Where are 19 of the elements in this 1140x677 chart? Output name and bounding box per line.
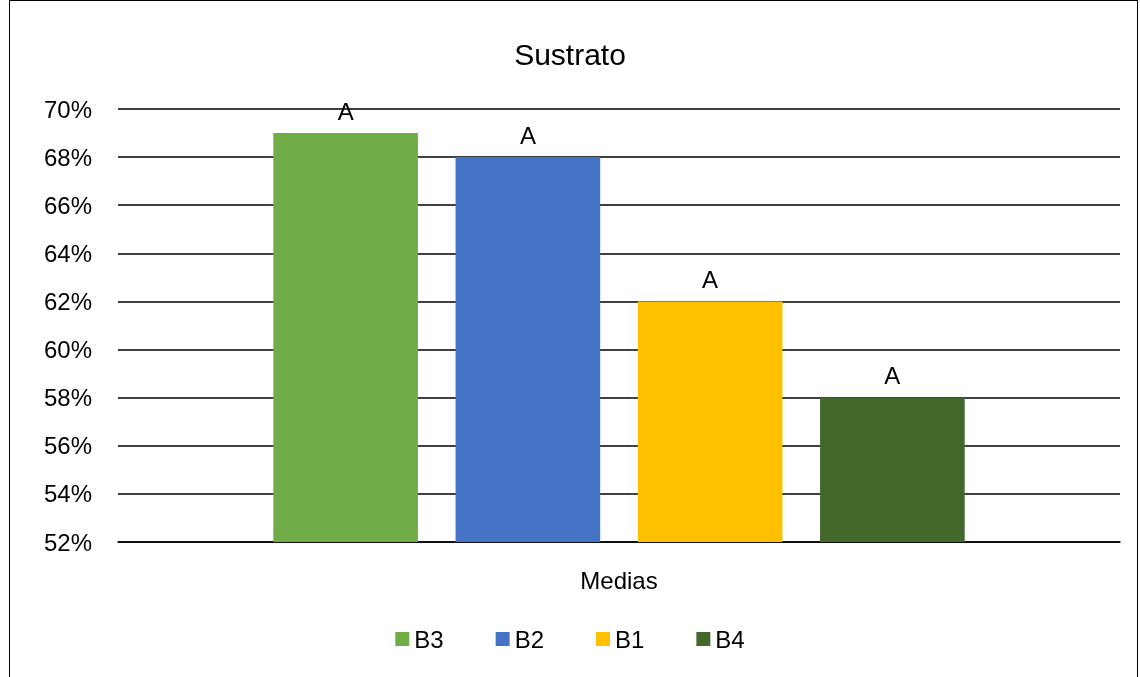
y-tick-label: 58% <box>43 384 92 412</box>
y-tick-label: 60% <box>43 336 92 364</box>
y-tick-label: 52% <box>43 528 92 556</box>
y-tick-label: 70% <box>43 95 92 123</box>
legend-label: B3 <box>414 625 444 653</box>
data-label: A <box>519 121 536 149</box>
y-tick-label: 64% <box>43 239 92 267</box>
data-label: A <box>702 265 719 293</box>
x-tick-label: Medias <box>580 566 658 594</box>
y-tick-label: 66% <box>43 191 92 219</box>
legend-label: B4 <box>715 625 745 653</box>
legend-label: B2 <box>514 625 544 653</box>
y-tick-label: 62% <box>43 287 92 315</box>
y-tick-label: 54% <box>43 480 92 508</box>
legend-label: B1 <box>615 625 645 653</box>
y-tick-label: 68% <box>43 143 92 171</box>
data-label: A <box>884 362 901 390</box>
y-tick-label: 56% <box>43 432 92 460</box>
chart-title: Sustrato <box>514 37 626 71</box>
